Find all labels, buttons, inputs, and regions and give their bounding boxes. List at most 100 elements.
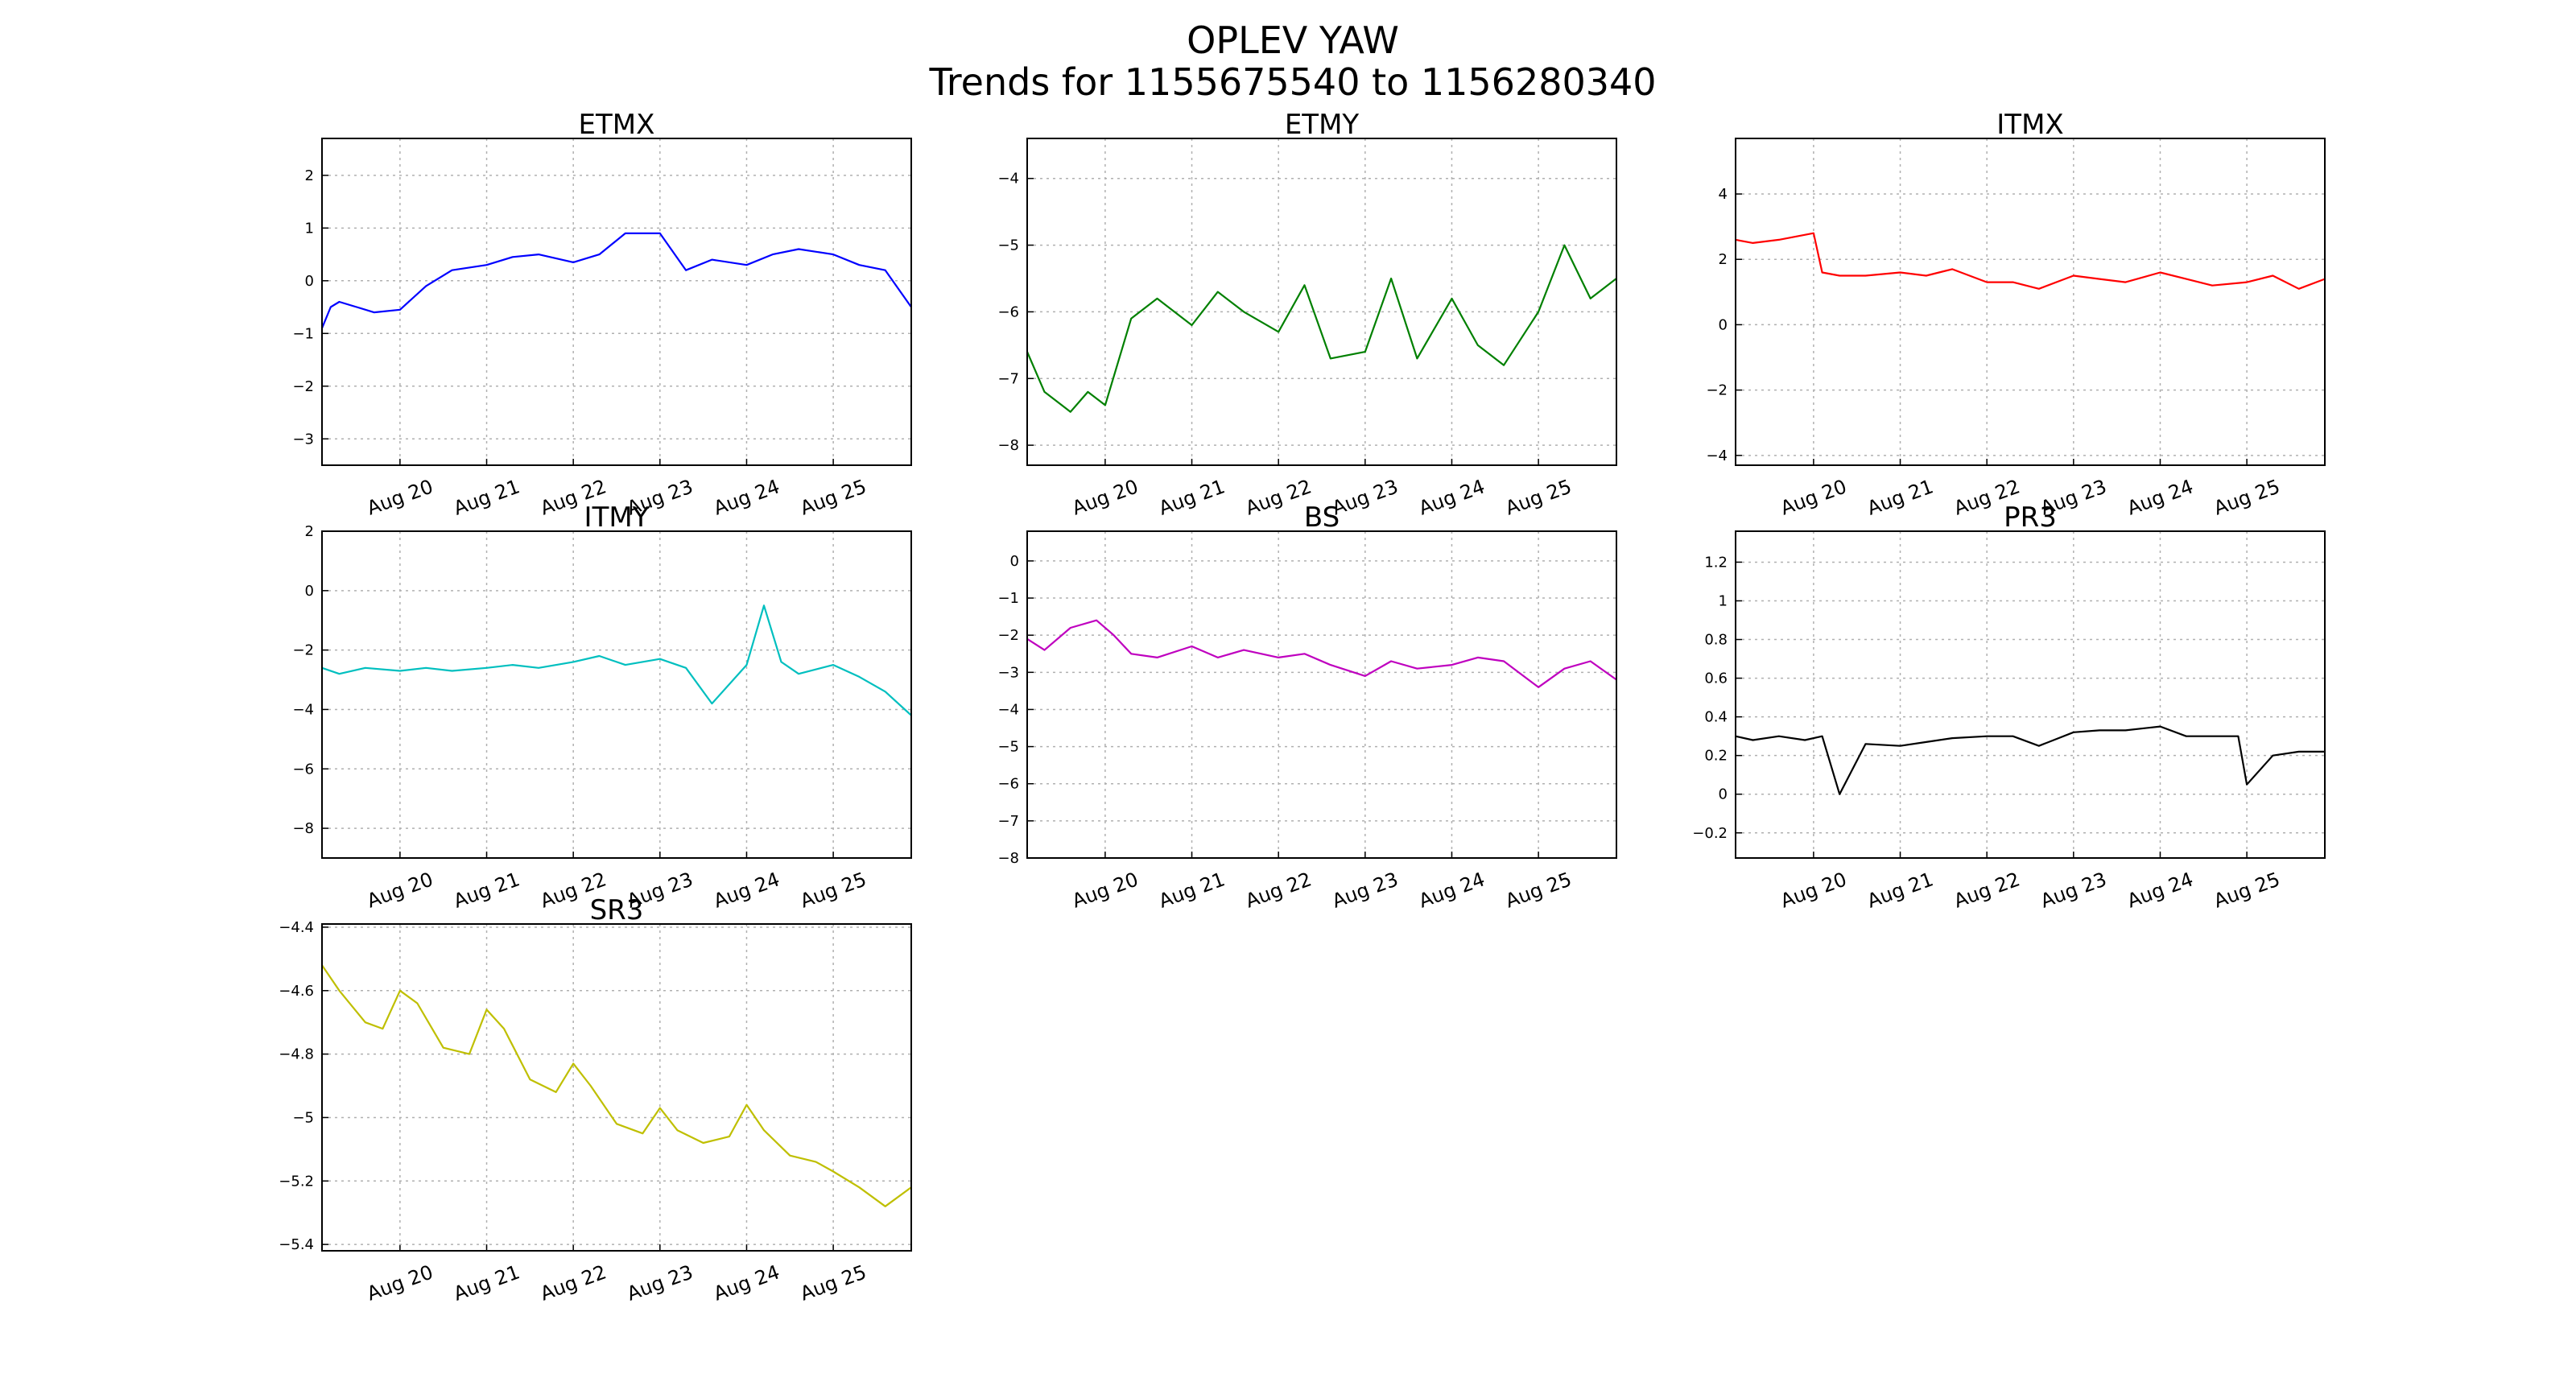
x-tick-label: Aug 20: [1069, 868, 1141, 912]
x-tick-label: Aug 20: [1777, 868, 1849, 912]
subplot-title: BS: [1304, 501, 1340, 534]
y-tick-label: −2: [1706, 382, 1728, 399]
subplot-sr3: Aug 20 Aug 21 Aug 22 Aug 23 Aug 24 Aug 25 −4.4…: [279, 894, 912, 1306]
x-tick-label: Aug 24: [711, 1260, 782, 1305]
subplot-title: PR3: [2004, 501, 2057, 534]
x-tick-label: Aug 25: [2211, 868, 2282, 912]
x-tick-label: Aug 23: [1329, 868, 1401, 912]
x-tick-label: Aug 22: [537, 1260, 609, 1305]
y-tick-label: −0.2: [1692, 825, 1728, 842]
subplot-title: ETMX: [579, 109, 655, 141]
y-tick-label: 2: [305, 167, 314, 184]
x-tick-label: Aug 20: [1069, 475, 1141, 519]
figure-title-line1: OPLEV YAW: [1187, 19, 1399, 62]
y-tick-label: −4: [1706, 448, 1728, 464]
x-tick-label: Aug 25: [1502, 868, 1574, 912]
figure-title-line2: Trends for 1155675540 to 1156280340: [928, 60, 1656, 104]
plot-frame: [321, 530, 912, 859]
y-tick-label: −4.8: [279, 1046, 314, 1063]
y-tick-label: 0: [1719, 786, 1728, 803]
y-tick-label: 0: [305, 273, 314, 290]
y-tick-label: 0.8: [1704, 632, 1728, 649]
y-tick-label: 1: [305, 220, 314, 237]
y-tick-label: −7: [997, 370, 1019, 387]
y-tick-label: −4: [997, 701, 1019, 718]
x-tick-label: Aug 21: [451, 868, 522, 912]
series-line-bs: [1027, 619, 1616, 688]
subplot-pr3: Aug 20 Aug 21 Aug 22 Aug 23 Aug 24 Aug 25 1.2 1…: [1692, 501, 2326, 913]
y-tick-label: −5: [292, 1109, 314, 1126]
x-tick-label: Aug 25: [797, 868, 869, 912]
y-tick-label: −5: [997, 739, 1019, 756]
x-tick-label: Aug 20: [364, 475, 436, 519]
y-tick-label: −5.4: [279, 1236, 314, 1253]
y-tick-label: −1: [292, 325, 314, 342]
x-tick-label: Aug 21: [1156, 475, 1228, 519]
plot-frame: [1735, 138, 2326, 466]
x-tick-label: Aug 24: [1416, 868, 1488, 912]
y-tick-label: −3: [997, 664, 1019, 681]
x-tick-label: Aug 21: [1156, 868, 1228, 912]
y-tick-label: −4: [997, 171, 1019, 188]
subplot-etmx: Aug 20 Aug 21 Aug 22 Aug 23 Aug 24 Aug 25210−…: [292, 109, 912, 520]
plot-frame: [321, 138, 912, 466]
x-tick-label: Aug 22: [1242, 868, 1314, 912]
y-tick-label: −7: [997, 813, 1019, 830]
series-line-pr3: [1736, 725, 2325, 795]
x-tick-label: Aug 21: [451, 1260, 522, 1305]
x-tick-label: Aug 25: [797, 1260, 869, 1305]
subplot-bs: Aug 20 Aug 21 Aug 22 Aug 23 Aug 24 Aug 25 0 −1 −…: [997, 501, 1617, 913]
y-tick-label: 1.2: [1704, 554, 1728, 571]
x-tick-label: Aug 25: [797, 475, 869, 519]
y-tick-label: −8: [997, 437, 1019, 454]
y-tick-label: 0: [305, 583, 314, 600]
x-tick-label: Aug 21: [451, 475, 522, 519]
y-tick-label: 1: [1719, 592, 1728, 609]
subplot-title: SR3: [590, 894, 644, 926]
y-tick-label: −6: [292, 761, 314, 778]
series-line-etmx: [322, 232, 911, 329]
y-tick-label: −4.6: [279, 983, 314, 1000]
y-tick-label: −8: [997, 850, 1019, 867]
subplot-title: ETMY: [1285, 109, 1360, 141]
x-tick-label: Aug 25: [2211, 475, 2282, 519]
y-tick-label: 0: [1010, 553, 1019, 570]
x-tick-label: Aug 23: [624, 1260, 696, 1305]
x-tick-label: Aug 23: [2037, 868, 2109, 912]
subplot-etmy: Aug 20 Aug 21 Aug 22 Aug 23 Aug 24 Aug 25−4−5…: [997, 109, 1617, 520]
x-tick-label: Aug 24: [711, 475, 782, 519]
x-tick-label: Aug 20: [364, 1260, 436, 1305]
plot-frame: [1026, 530, 1617, 859]
x-tick-label: Aug 21: [1864, 475, 1936, 519]
x-tick-label: Aug 20: [364, 868, 436, 912]
x-tick-label: Aug 24: [2124, 475, 2196, 519]
y-tick-label: −8: [292, 820, 314, 837]
series-line-itmx: [1736, 232, 2325, 290]
x-tick-label: Aug 21: [1864, 868, 1936, 912]
y-tick-label: −1: [997, 590, 1019, 607]
x-tick-label: Aug 25: [1502, 475, 1574, 519]
subplot-itmx: Aug 20 Aug 21 Aug 22 Aug 23 Aug 24 Aug 25420−…: [1706, 109, 2326, 520]
series-line-itmy: [322, 604, 911, 716]
x-tick-label: Aug 24: [1416, 475, 1488, 519]
y-tick-label: −3: [292, 431, 314, 448]
subplot-grid: Aug 20 Aug 21 Aug 22 Aug 23 Aug 24 Aug 25 2 1 0 −…: [279, 109, 2326, 1306]
plot-frame: [1735, 530, 2326, 859]
y-tick-label: −2: [997, 627, 1019, 644]
subplot-title: ITMY: [584, 501, 650, 534]
y-tick-label: −5: [997, 237, 1019, 254]
y-tick-label: −4: [292, 701, 314, 718]
y-tick-label: −2: [292, 378, 314, 395]
plot-frame: [1026, 138, 1617, 466]
y-tick-label: 2: [1719, 251, 1728, 268]
x-tick-label: Aug 20: [1777, 475, 1849, 519]
subplot-itmy: Aug 20 Aug 21 Aug 22 Aug 23 Aug 24 Aug 2520−2…: [292, 501, 912, 913]
series-line-etmy: [1027, 244, 1616, 413]
y-tick-label: 0.2: [1704, 748, 1728, 765]
subplot-title: ITMX: [1996, 109, 2063, 141]
y-tick-label: −2: [292, 642, 314, 659]
y-tick-label: 0: [1719, 316, 1728, 333]
series-line-sr3: [322, 964, 911, 1207]
y-tick-label: −4.4: [279, 919, 314, 936]
